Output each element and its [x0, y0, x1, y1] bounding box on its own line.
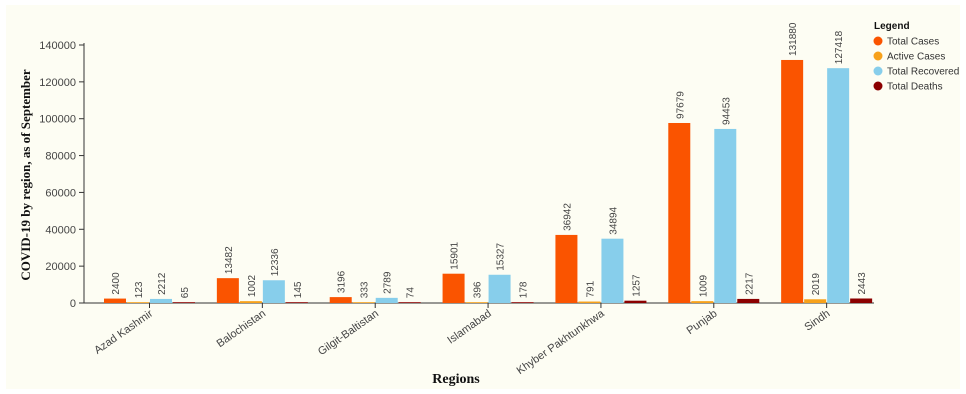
data-label-total-deaths-balochistan: 145 [293, 281, 304, 298]
y-axis: 0 20000 40000 60000 80000 100000 120000 140000 [39, 40, 85, 310]
data-label-total-deaths-sindh: 2443 [857, 272, 868, 295]
x-tick-label-punjab: Punjab [685, 308, 720, 337]
bar-total-cases-khyber-pakhtunkhwa[interactable] [555, 234, 578, 303]
y-tick-label: 140000 [39, 40, 76, 52]
data-label-total-deaths-islamabad: 178 [519, 281, 530, 298]
data-label-total-deaths-punjab: 2217 [744, 272, 755, 295]
data-label-total-recovered-balochistan: 12336 [270, 248, 281, 276]
data-label-active-cases-islamabad: 396 [473, 281, 484, 298]
bar-chart: 020000400006000080000100000120000140000 … [18, 21, 959, 387]
bar-total-deaths-punjab[interactable] [737, 298, 760, 303]
bar-total-deaths-khyber-pakhtunkhwa[interactable] [624, 300, 647, 303]
bar-total-cases-balochistan[interactable] [216, 278, 239, 303]
y-tick-label: 40000 [45, 224, 76, 236]
x-tick-label-azad-kashmir: Azad Kashmir [92, 307, 155, 356]
bar-active-cases-sindh[interactable] [804, 299, 827, 303]
bar-total-recovered-balochistan[interactable] [262, 280, 285, 303]
data-label-total-cases-azad-kashmir: 2400 [111, 272, 122, 295]
x-tick-label-sindh: Sindh [802, 308, 832, 334]
bar-total-recovered-islamabad[interactable] [488, 274, 511, 303]
bar-total-deaths-gilgit-baltistan[interactable] [398, 302, 421, 303]
data-label-total-cases-gilgit-baltistan: 3196 [337, 270, 348, 293]
bar-active-cases-khyber-pakhtunkhwa[interactable] [578, 301, 601, 303]
x-tick-label-islamabad: Islamabad [445, 308, 493, 347]
y-tick-label: 0 [70, 298, 76, 310]
bar-active-cases-azad-kashmir[interactable] [127, 302, 149, 303]
data-label-active-cases-gilgit-baltistan: 333 [360, 281, 371, 298]
legend-swatch-total-recovered [873, 66, 883, 76]
bar-total-cases-azad-kashmir[interactable] [104, 298, 126, 303]
legend-label-total-deaths: Total Deaths [887, 82, 943, 93]
data-label-total-deaths-azad-kashmir: 65 [180, 287, 191, 299]
x-axis: Azad Kashmir Balochistan Gilgit-Baltistan I… [84, 302, 874, 377]
y-tick-label: 120000 [39, 77, 76, 89]
data-label-active-cases-khyber-pakhtunkhwa: 791 [585, 280, 596, 297]
legend-label-total-cases: Total Cases [887, 37, 939, 48]
data-label-total-cases-punjab: 97679 [675, 91, 686, 119]
bar-total-cases-islamabad[interactable] [442, 273, 465, 303]
data-label-active-cases-balochistan: 1002 [247, 274, 258, 297]
legend-label-total-recovered: Total Recovered [887, 67, 959, 78]
legend-swatch-total-deaths [873, 81, 883, 91]
legend-label-active-cases: Active Cases [887, 52, 945, 63]
bar-total-cases-gilgit-baltistan[interactable] [329, 297, 352, 303]
y-tick-label: 80000 [45, 151, 76, 163]
legend: Legend Total Cases Active Cases Total Reco… [873, 21, 959, 93]
y-tick-label: 20000 [45, 261, 76, 273]
bar-total-cases-sindh[interactable] [781, 59, 804, 303]
data-label-active-cases-azad-kashmir: 123 [134, 281, 145, 298]
legend-title: Legend [874, 21, 910, 32]
data-label-total-deaths-khyber-pakhtunkhwa: 1257 [631, 274, 642, 297]
data-label-active-cases-punjab: 1009 [698, 274, 709, 297]
data-label-total-cases-islamabad: 15901 [450, 241, 461, 269]
x-axis-title: Regions [432, 372, 480, 387]
y-axis-title: COVID-19 by region, as of September [18, 69, 33, 281]
legend-swatch-total-cases [873, 36, 883, 46]
bar-total-deaths-balochistan[interactable] [285, 302, 308, 303]
bar-total-recovered-gilgit-baltistan[interactable] [375, 297, 398, 303]
bar-total-deaths-sindh[interactable] [850, 298, 873, 303]
bar-active-cases-balochistan[interactable] [239, 301, 262, 303]
bar-total-recovered-sindh[interactable] [827, 68, 850, 303]
data-label-total-deaths-gilgit-baltistan: 74 [406, 287, 417, 299]
bar-active-cases-gilgit-baltistan[interactable] [352, 302, 375, 303]
data-label-total-recovered-islamabad: 15327 [496, 243, 507, 271]
x-tick-label-gilgit-baltistan: Gilgit-Baltistan [316, 308, 381, 359]
bar-active-cases-punjab[interactable] [691, 301, 714, 303]
data-label-total-cases-balochistan: 13482 [224, 246, 235, 274]
bars-group [104, 59, 873, 304]
bar-total-deaths-islamabad[interactable] [511, 302, 534, 303]
y-tick-label: 60000 [45, 187, 76, 199]
legend-swatch-active-cases [873, 51, 883, 61]
data-label-total-recovered-sindh: 127418 [834, 30, 845, 64]
data-label-total-cases-sindh: 131880 [788, 22, 799, 56]
data-label-total-recovered-azad-kashmir: 2212 [157, 272, 168, 295]
bar-total-recovered-azad-kashmir[interactable] [150, 298, 172, 303]
bar-active-cases-islamabad[interactable] [465, 302, 488, 303]
data-label-active-cases-sindh: 2019 [811, 273, 822, 296]
data-label-total-recovered-gilgit-baltistan: 2789 [383, 271, 394, 294]
bar-total-deaths-azad-kashmir[interactable] [173, 302, 195, 303]
y-tick-label: 100000 [39, 114, 76, 126]
chart-container: 0 20000 40000 60000 80000 100000 120000 140000 … [6, 5, 960, 389]
bar-total-recovered-khyber-pakhtunkhwa[interactable] [601, 238, 624, 303]
data-label-total-recovered-khyber-pakhtunkhwa: 34894 [608, 206, 619, 234]
data-label-total-recovered-punjab: 94453 [721, 97, 732, 125]
data-labels-group: 2400 123 2212 65 13482 1002 12336 145 3196 333 278… [111, 22, 868, 298]
x-tick-label-khyber-pakhtunkhwa: Khyber Pakhtunkhwa [515, 307, 608, 377]
data-label-total-cases-khyber-pakhtunkhwa: 36942 [562, 203, 573, 231]
bar-total-recovered-punjab[interactable] [714, 128, 737, 303]
bar-total-cases-punjab[interactable] [668, 122, 691, 304]
x-tick-label-balochistan: Balochistan [215, 308, 268, 350]
